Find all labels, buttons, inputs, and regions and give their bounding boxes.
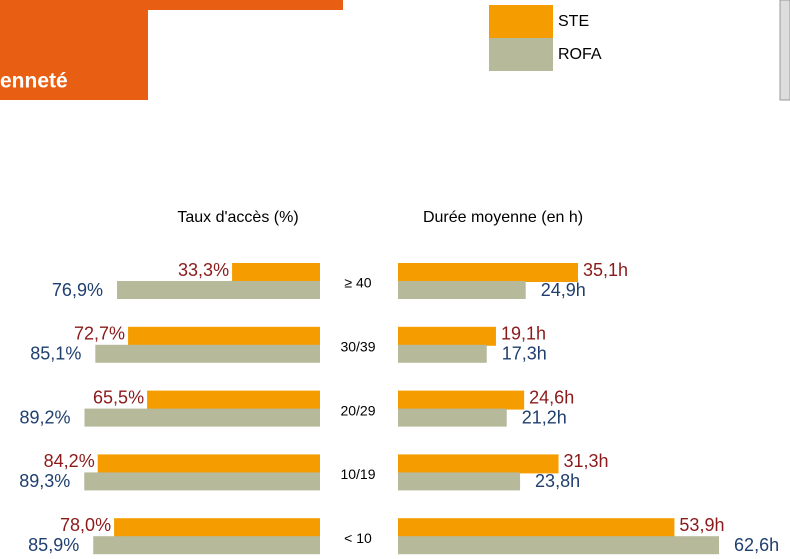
category-label: 30/39 — [340, 339, 375, 355]
category-label: 20/29 — [340, 402, 375, 418]
category-label: ≥ 40 — [344, 275, 371, 291]
bar — [398, 536, 720, 555]
bar — [398, 454, 559, 474]
bar — [84, 472, 320, 491]
value-label: 62,6h — [734, 535, 779, 555]
value-label: 33,3% — [178, 260, 229, 280]
side-box — [779, 0, 790, 101]
left-subtitle: Taux d'accès (%) — [177, 209, 298, 226]
legend-label: ROFA — [558, 46, 602, 63]
value-label: 85,1% — [30, 344, 81, 364]
bar — [398, 390, 525, 410]
value-label: 19,1h — [501, 324, 546, 344]
bar — [398, 281, 526, 299]
category-label: 10/19 — [340, 466, 375, 482]
value-label: 24,9h — [541, 280, 586, 300]
value-label: 78,0% — [60, 515, 111, 535]
value-label: 23,8h — [535, 471, 580, 491]
value-label: 31,3h — [564, 451, 609, 471]
bar — [398, 344, 487, 363]
banner — [0, 0, 148, 100]
value-label: 35,1h — [583, 260, 628, 280]
bar — [128, 326, 320, 346]
bar — [116, 281, 320, 299]
value-label: 17,3h — [502, 344, 547, 364]
bar — [398, 518, 675, 538]
bar — [232, 263, 320, 282]
right-subtitle: Durée moyenne (en h) — [423, 209, 583, 226]
value-label: 53,9h — [679, 515, 724, 535]
value-label: 72,7% — [74, 324, 125, 344]
value-label: 85,9% — [28, 535, 79, 555]
legend-swatch — [489, 38, 553, 71]
value-label: 89,3% — [19, 471, 70, 491]
bar — [114, 518, 320, 538]
bar — [398, 263, 579, 282]
value-label: 76,9% — [52, 280, 103, 300]
legend-label: STE — [558, 13, 589, 30]
value-label: 21,2h — [522, 407, 567, 427]
bar — [95, 344, 320, 363]
value-label: 65,5% — [93, 387, 144, 407]
bar — [398, 326, 496, 346]
value-label: 84,2% — [44, 451, 95, 471]
bar — [84, 408, 321, 427]
bar — [398, 408, 507, 427]
bar — [93, 536, 320, 555]
bar — [398, 472, 521, 491]
value-label: 24,6h — [529, 387, 574, 407]
value-label: 89,2% — [19, 407, 70, 427]
category-label: < 10 — [344, 530, 372, 546]
bar — [97, 454, 320, 474]
bar — [147, 390, 320, 410]
legend-swatch — [489, 5, 553, 38]
banner-line — [0, 0, 343, 10]
title: enneté — [0, 70, 68, 93]
